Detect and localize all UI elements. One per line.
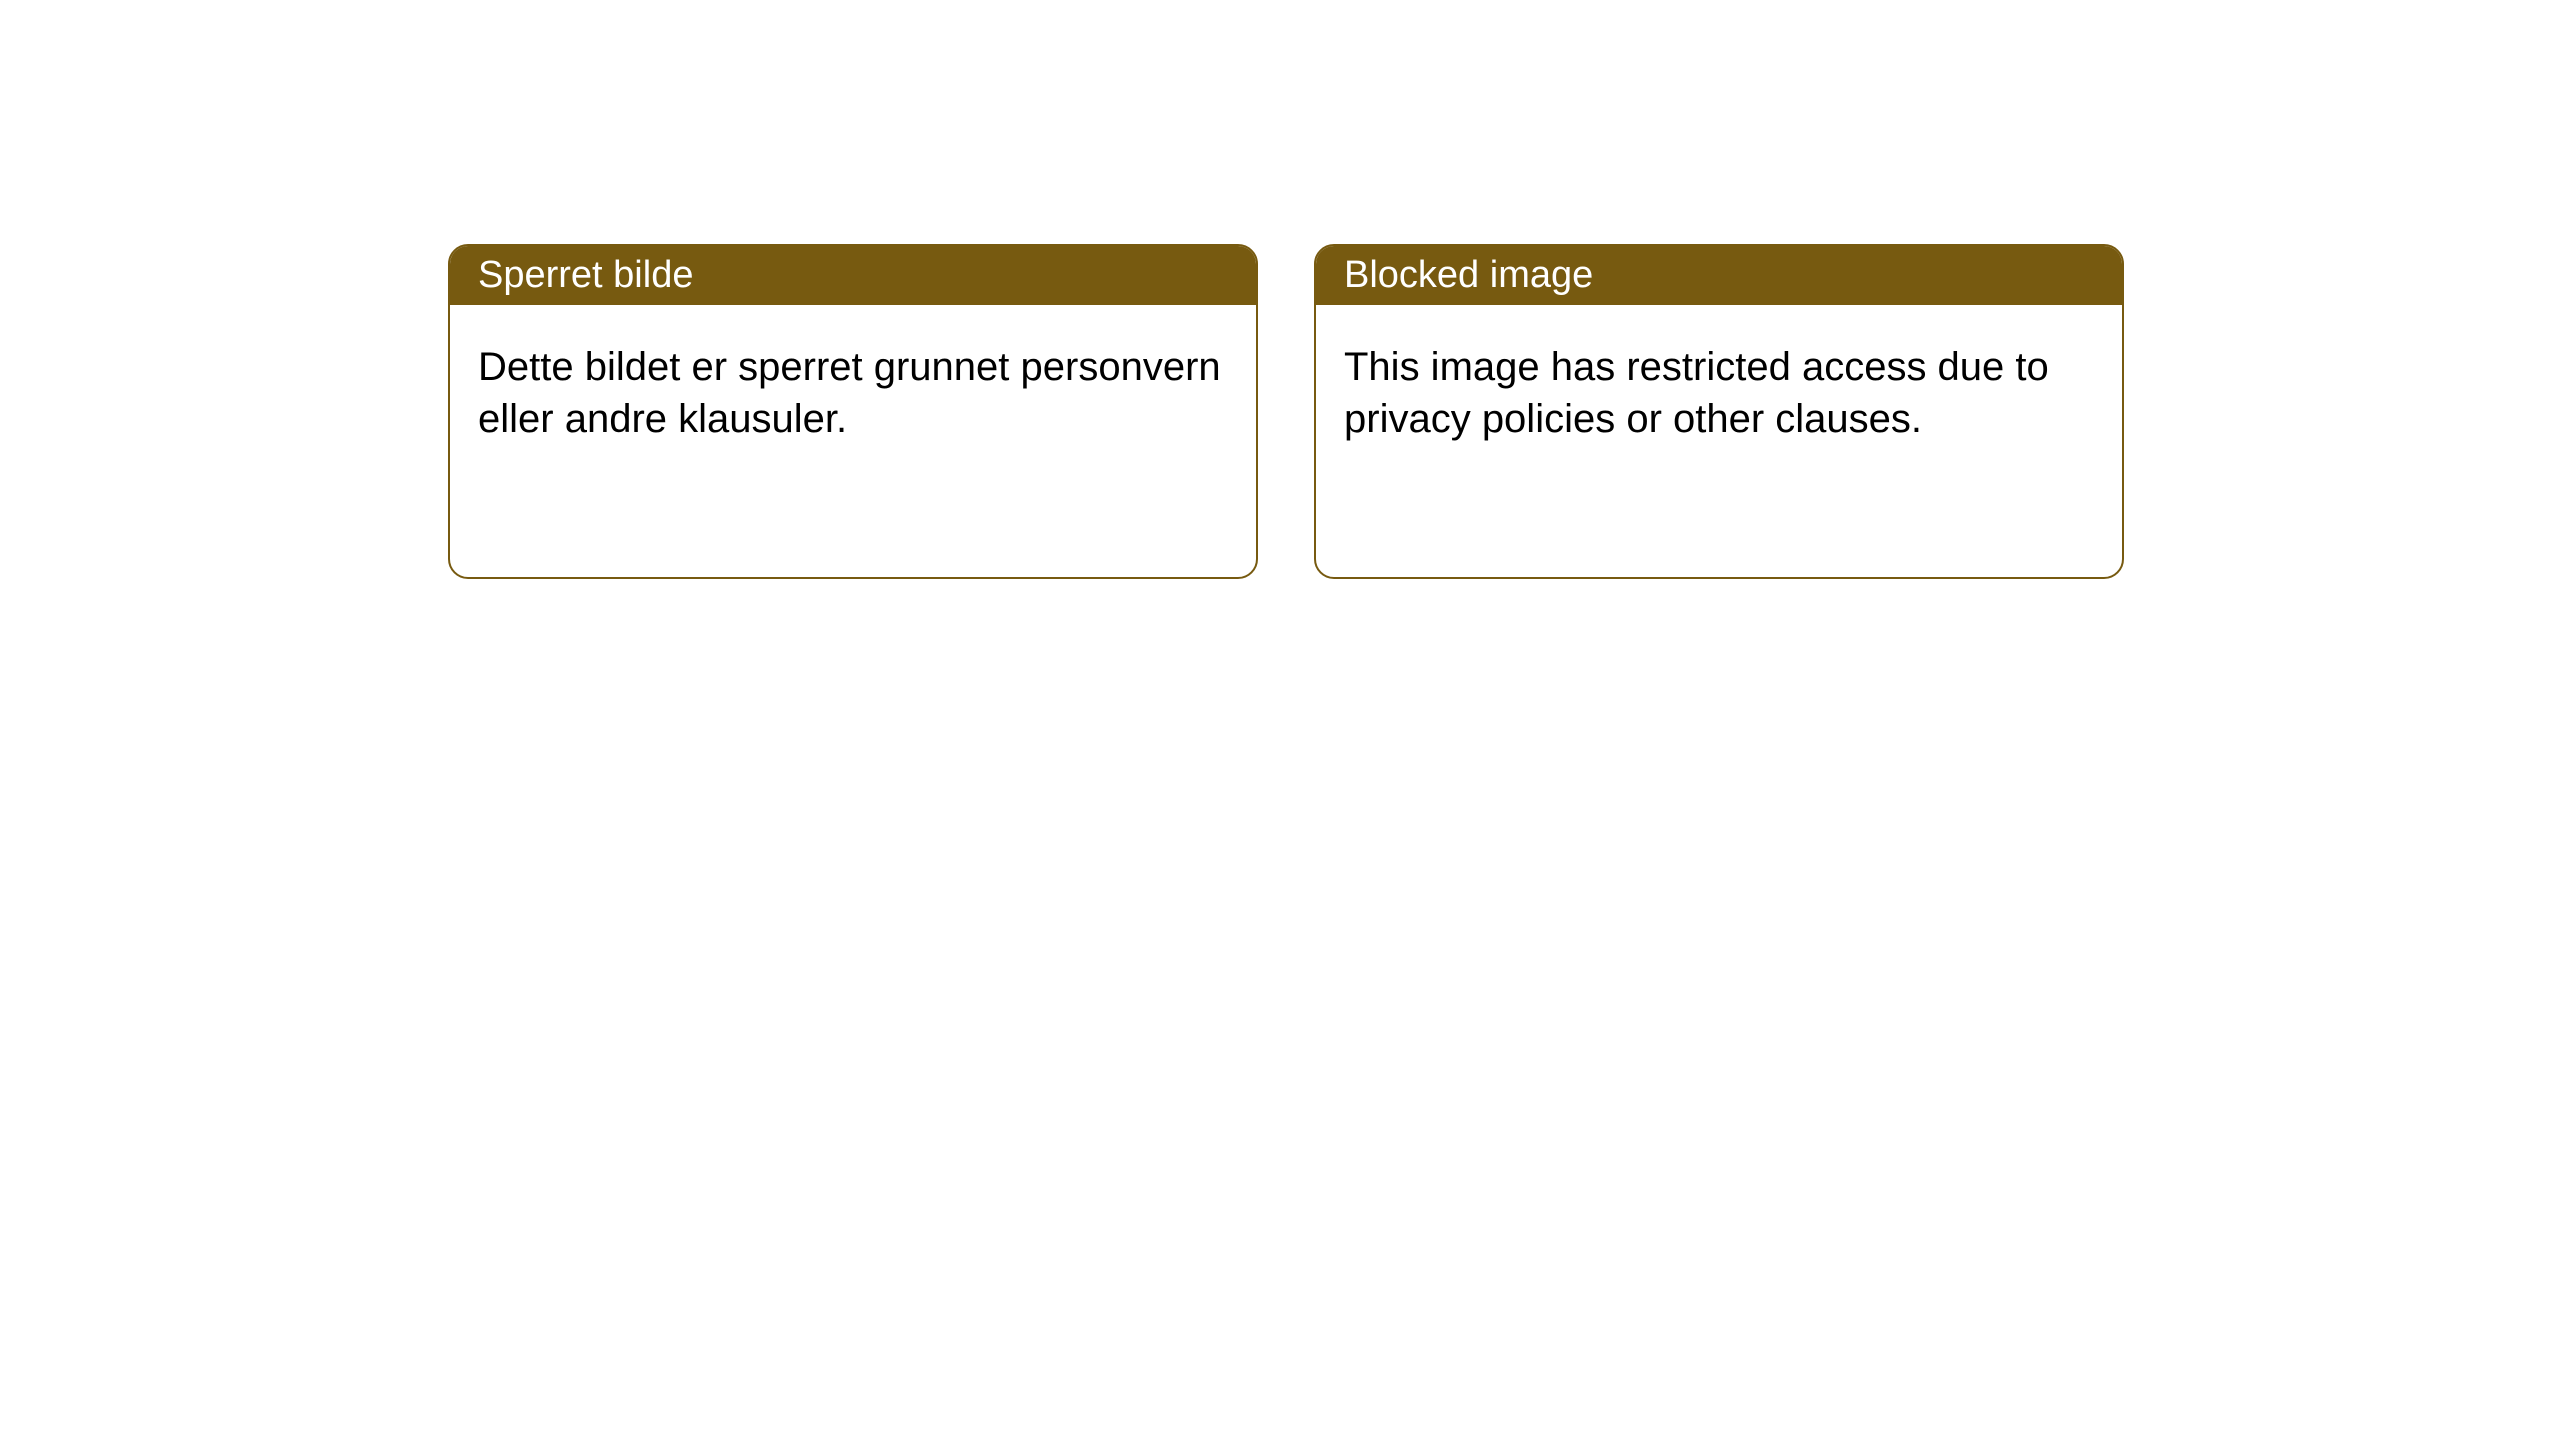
card-body: This image has restricted access due to … — [1316, 305, 2122, 481]
notice-card-norwegian: Sperret bilde Dette bildet er sperret gr… — [448, 244, 1258, 579]
notice-container: Sperret bilde Dette bildet er sperret gr… — [0, 0, 2560, 579]
card-body-text: Dette bildet er sperret grunnet personve… — [478, 345, 1221, 441]
card-body-text: This image has restricted access due to … — [1344, 345, 2049, 441]
notice-card-english: Blocked image This image has restricted … — [1314, 244, 2124, 579]
card-header: Sperret bilde — [450, 246, 1256, 305]
card-body: Dette bildet er sperret grunnet personve… — [450, 305, 1256, 481]
card-header-text: Blocked image — [1344, 254, 1593, 296]
card-header-text: Sperret bilde — [478, 254, 693, 296]
card-header: Blocked image — [1316, 246, 2122, 305]
